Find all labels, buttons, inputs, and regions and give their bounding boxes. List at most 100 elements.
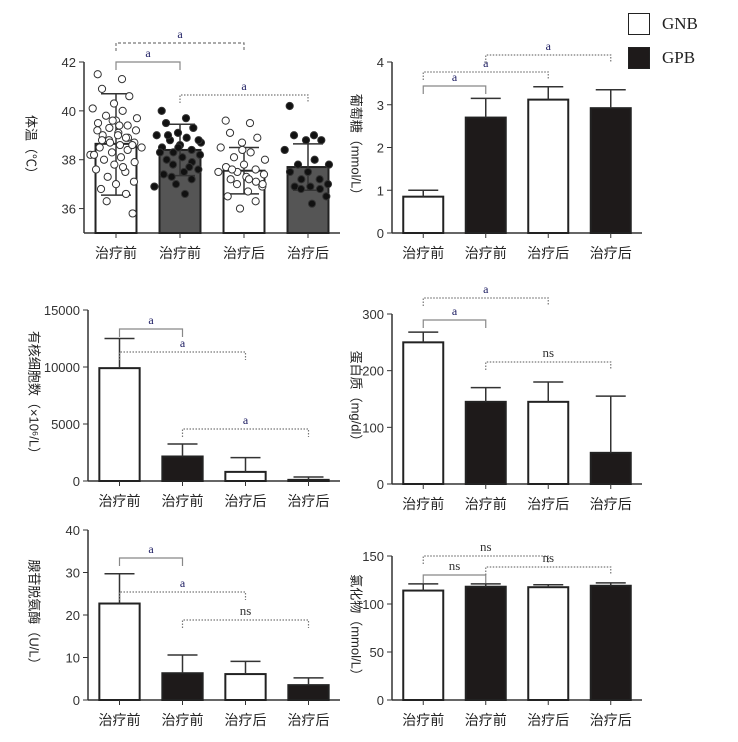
data-point [315, 175, 324, 184]
x-tick-label: 治疗后 [287, 245, 329, 261]
data-point [169, 148, 178, 157]
x-tick-label: 治疗前 [465, 496, 507, 512]
data-point [303, 167, 313, 177]
data-point [137, 143, 146, 152]
significance-label: a [452, 304, 458, 318]
y-tick-label: 0 [377, 477, 384, 492]
panel-6: 0 50 100 150 氯化物（mmol/L） 治疗前 治疗前 治疗后 治疗后 ns ns ns [349, 539, 642, 728]
x-tick-label: 治疗前 [99, 712, 141, 728]
x-tick-label: 治疗后 [590, 245, 632, 261]
significance-bracket [422, 574, 487, 583]
data-point [235, 204, 245, 213]
data-point [91, 165, 101, 174]
data-point [99, 155, 109, 164]
significance-bracket [181, 619, 310, 628]
bar [464, 585, 507, 701]
x-tick-label: 治疗前 [162, 493, 204, 509]
x-tick-label: 治疗后 [288, 712, 330, 728]
data-point [244, 175, 254, 184]
legend-item-gnb: GNB [628, 10, 698, 38]
data-point [237, 138, 247, 147]
data-point [109, 99, 119, 108]
data-point [289, 131, 299, 140]
y-tick-label: 150 [362, 549, 384, 564]
bar [589, 584, 632, 702]
data-point [243, 187, 253, 196]
data-point [121, 189, 131, 199]
data-point [168, 160, 178, 169]
data-point [221, 116, 230, 125]
data-point [323, 180, 333, 189]
x-tick-label: 治疗前 [465, 245, 507, 261]
data-point [194, 136, 203, 145]
data-point [280, 145, 289, 155]
x-tick-label: 治疗前 [99, 493, 141, 509]
data-point [129, 177, 139, 186]
data-point [163, 131, 173, 140]
x-tick-label: 治疗后 [527, 712, 569, 728]
bar [161, 672, 204, 701]
y-axis-label: 有核细胞数（×10⁶/L） [27, 331, 42, 460]
significance-label: ns [449, 558, 461, 573]
y-tick-label: 300 [362, 307, 384, 322]
data-point [195, 150, 205, 159]
data-point [123, 121, 132, 130]
legend: GNB GPB [628, 10, 698, 78]
significance-bracket [485, 566, 612, 575]
data-point [216, 143, 225, 152]
x-tick-label: 治疗前 [402, 245, 444, 261]
data-point [161, 118, 171, 128]
significance-bracket [118, 591, 247, 600]
significance-bracket [118, 557, 184, 566]
data-point [285, 167, 295, 177]
data-point [132, 114, 142, 123]
y-tick-label: 100 [362, 597, 384, 612]
data-point [157, 106, 166, 115]
y-tick-label: 0 [73, 474, 80, 489]
data-point [258, 180, 267, 189]
data-point [171, 180, 181, 189]
significance-label: a [148, 542, 154, 556]
data-point [128, 209, 137, 218]
bar [527, 400, 570, 486]
y-tick-label: 4 [377, 55, 384, 70]
data-point [246, 148, 255, 157]
y-tick-label: 20 [66, 608, 80, 623]
x-tick-label: 治疗前 [162, 712, 204, 728]
data-point [251, 197, 260, 206]
data-point [260, 155, 270, 164]
y-tick-label: 10000 [44, 360, 80, 375]
bar [527, 586, 570, 702]
data-point [131, 126, 141, 135]
data-point [167, 172, 176, 181]
data-point [309, 131, 319, 140]
x-tick-label: 治疗后 [527, 496, 569, 512]
data-point [180, 189, 190, 199]
significance-bracket [118, 351, 247, 360]
data-point [324, 160, 334, 169]
significance-bracket [422, 85, 487, 94]
bar [98, 367, 141, 483]
data-point [239, 160, 249, 169]
significance-label: a [145, 46, 151, 60]
data-point [110, 160, 119, 169]
x-tick-label: 治疗后 [590, 496, 632, 512]
significance-bracket [115, 42, 245, 51]
y-axis-label: 蛋白质（mg/dl） [349, 351, 364, 448]
data-point [123, 145, 132, 155]
x-tick-label: 治疗前 [159, 245, 201, 261]
data-point [229, 153, 239, 162]
data-point [181, 114, 191, 123]
data-point [105, 123, 114, 133]
y-tick-label: 15000 [44, 303, 80, 318]
data-point [310, 155, 319, 164]
significance-bracket [422, 555, 549, 564]
panel-1: 36 38 40 42 体温（℃） 治疗前 治疗前 治疗后 治疗后 a a a [24, 27, 340, 261]
significance-bracket [115, 61, 181, 70]
significance-bracket [422, 297, 549, 306]
data-point [155, 148, 165, 157]
data-point [107, 148, 117, 157]
data-point [306, 182, 315, 191]
y-tick-label: 40 [66, 523, 80, 538]
